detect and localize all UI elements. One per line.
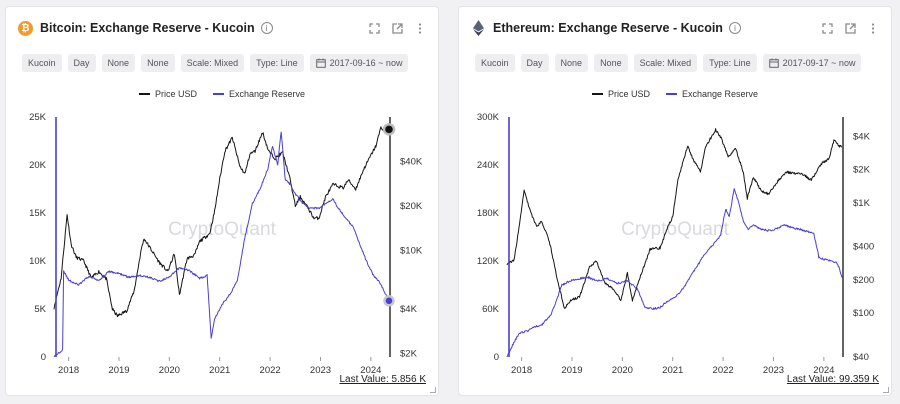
open-external-icon[interactable]	[844, 22, 856, 34]
chip-exchange[interactable]: Kucoin	[22, 54, 62, 72]
y-right-tick-label: $2K	[400, 349, 418, 360]
y-right-tick-label: $100	[853, 308, 874, 319]
eth-legend: Price USD Exchange Reserve	[459, 89, 891, 99]
chip-type[interactable]: Type: Line	[250, 54, 304, 72]
chip-date-range-label: 2017-09-16 ~ now	[329, 58, 403, 68]
y-left-tick-label: 20K	[29, 160, 47, 171]
y-right-tick-label: $200	[853, 275, 874, 286]
legend-label-reserve: Exchange Reserve	[228, 89, 306, 99]
btc-last-value: Last Value: 5.856 K	[339, 374, 426, 385]
legend-item-reserve[interactable]: Exchange Reserve	[665, 89, 759, 99]
btc-legend: Price USD Exchange Reserve	[6, 89, 438, 99]
legend-label-price: Price USD	[607, 89, 650, 99]
chip-window[interactable]: Day	[67, 54, 96, 72]
y-left-tick-label: 5K	[34, 304, 46, 315]
resize-handle[interactable]	[883, 387, 889, 393]
reserve-series-line	[506, 188, 843, 358]
more-options-icon[interactable]	[867, 22, 879, 34]
eth-chart-title: Ethereum: Exchange Reserve - Kucoin	[493, 21, 723, 35]
x-tick-label: 2024	[360, 365, 381, 376]
watermark: CryptoQuant	[168, 219, 276, 240]
btc-filter-chips: Kucoin Day None None Scale: Mixed Type: …	[22, 54, 409, 72]
y-right-tick-label: $40	[853, 352, 869, 363]
y-left-tick-label: 25K	[29, 112, 47, 123]
chip-date-range-label: 2017-09-17 ~ now	[782, 58, 856, 68]
eth-chart-card: Ethereum: Exchange Reserve - Kucoin i Ku…	[458, 6, 892, 396]
y-right-tick-label: $4K	[400, 304, 418, 315]
x-tick-label: 2019	[108, 365, 129, 376]
eth-card-header: Ethereum: Exchange Reserve - Kucoin i	[471, 17, 879, 39]
y-left-tick-label: 0	[41, 352, 46, 363]
y-left-tick-label: 10K	[29, 256, 47, 267]
y-left-tick-label: 300K	[477, 112, 500, 123]
y-left-tick-label: 60K	[482, 304, 500, 315]
x-tick-label: 2023	[763, 365, 784, 376]
chip-scale[interactable]: Scale: Mixed	[633, 54, 698, 72]
chip-overlay[interactable]: None	[594, 54, 628, 72]
x-tick-label: 2021	[209, 365, 230, 376]
x-tick-label: 2022	[713, 365, 734, 376]
x-tick-label: 2023	[310, 365, 331, 376]
calendar-icon	[315, 58, 326, 68]
chip-type[interactable]: Type: Line	[703, 54, 757, 72]
y-right-tick-label: $2K	[853, 165, 871, 176]
info-icon[interactable]: i	[728, 22, 741, 34]
x-tick-label: 2020	[612, 365, 633, 376]
x-tick-label: 2024	[813, 365, 834, 376]
reserve-last-point	[383, 295, 395, 307]
legend-item-price[interactable]: Price USD	[591, 89, 650, 99]
y-right-tick-label: $400	[853, 242, 874, 253]
btc-chart-title: Bitcoin: Exchange Reserve - Kucoin	[40, 21, 255, 35]
x-tick-label: 2018	[511, 365, 532, 376]
btc-chart-plot[interactable]: CryptoQuant 0 5K 10K 15K 20K 25K $2K $4K $10K $20K…	[6, 7, 440, 397]
legend-item-price[interactable]: Price USD	[138, 89, 197, 99]
price-series-line	[506, 128, 843, 309]
y-right-tick-label: $40K	[400, 156, 423, 167]
ethereum-icon	[471, 20, 486, 36]
eth-filter-chips: Kucoin Day None None Scale: Mixed Type: …	[475, 54, 862, 72]
y-left-tick-label: 180K	[477, 208, 500, 219]
x-tick-label: 2019	[561, 365, 582, 376]
chip-overlay[interactable]: None	[141, 54, 175, 72]
price-last-point	[382, 123, 396, 136]
btc-card-header: ₿ Bitcoin: Exchange Reserve - Kucoin i	[18, 17, 426, 39]
chip-date-range[interactable]: 2017-09-16 ~ now	[309, 54, 409, 72]
eth-chart-plot[interactable]: CryptoQuant 0 60K 120K 180K 240K 300K $40 $100 $2…	[459, 7, 893, 397]
legend-label-reserve: Exchange Reserve	[681, 89, 759, 99]
y-right-tick-label: $10K	[400, 245, 423, 256]
price-series-line	[53, 126, 390, 318]
y-left-tick-label: 240K	[477, 160, 500, 171]
legend-label-price: Price USD	[154, 89, 197, 99]
y-left-tick-label: 15K	[29, 208, 47, 219]
y-left-tick-label: 120K	[477, 256, 500, 267]
chip-window[interactable]: Day	[520, 54, 549, 72]
info-icon[interactable]: i	[260, 22, 273, 34]
y-right-tick-label: $1K	[853, 198, 871, 209]
x-tick-label: 2022	[260, 365, 281, 376]
fullscreen-icon[interactable]	[368, 22, 380, 34]
chip-sma[interactable]: None	[554, 54, 589, 72]
chip-scale[interactable]: Scale: Mixed	[180, 54, 245, 72]
resize-handle[interactable]	[430, 387, 436, 393]
legend-item-reserve[interactable]: Exchange Reserve	[212, 89, 306, 99]
y-right-tick-label: $4K	[853, 131, 871, 142]
chip-exchange[interactable]: Kucoin	[475, 54, 515, 72]
fullscreen-icon[interactable]	[821, 22, 833, 34]
watermark: CryptoQuant	[621, 219, 729, 240]
more-options-icon[interactable]	[414, 22, 426, 34]
x-tick-label: 2018	[58, 365, 79, 376]
reserve-series-line	[53, 131, 390, 358]
x-tick-label: 2020	[159, 365, 180, 376]
chip-sma[interactable]: None	[101, 54, 136, 72]
y-right-tick-label: $20K	[400, 201, 423, 212]
btc-chart-card: ₿ Bitcoin: Exchange Reserve - Kucoin i K…	[5, 6, 439, 396]
eth-last-value: Last Value: 99.359 K	[786, 374, 879, 385]
bitcoin-icon: ₿	[18, 20, 33, 36]
chip-date-range[interactable]: 2017-09-17 ~ now	[762, 54, 862, 72]
open-external-icon[interactable]	[391, 22, 403, 34]
x-tick-label: 2021	[662, 365, 683, 376]
calendar-icon	[768, 58, 779, 68]
y-left-tick-label: 0	[494, 352, 499, 363]
